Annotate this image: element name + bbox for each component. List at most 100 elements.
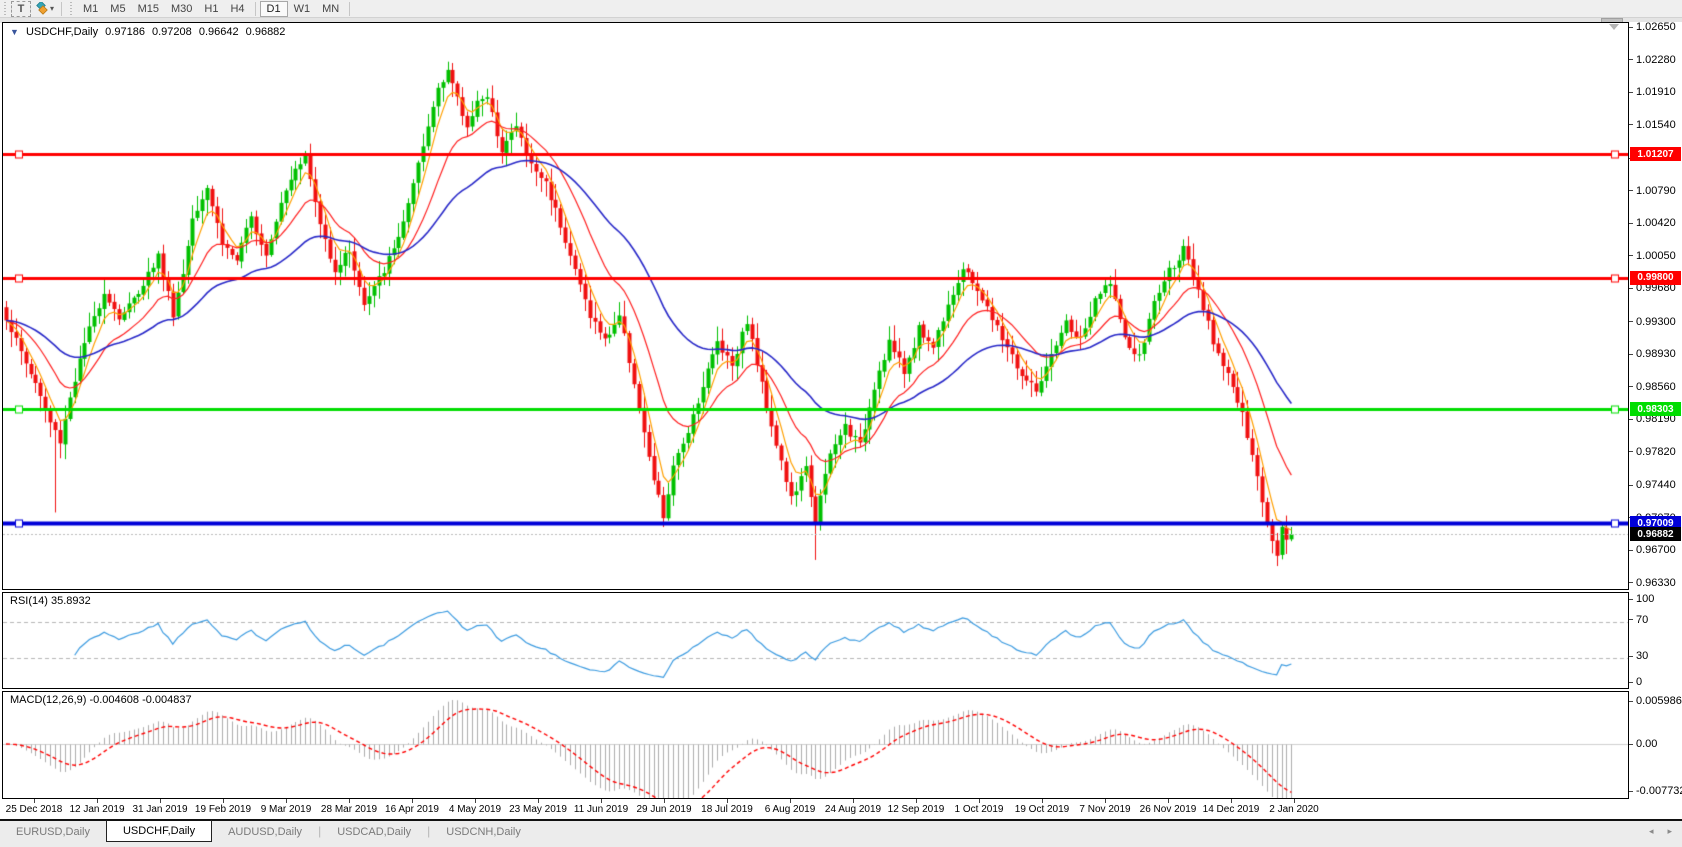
- price-axis-tick: [1629, 92, 1633, 93]
- chart-symbol-label: USDCHF,Daily: [25, 26, 99, 38]
- date-axis-tick: [1105, 799, 1106, 803]
- date-axis-tick: [979, 799, 980, 803]
- symbol-collapse-icon[interactable]: ▼: [10, 27, 19, 37]
- chart-tabs-bar: EURUSD,Daily USDCHF,Daily AUDUSD,Daily | USD…: [0, 819, 1682, 847]
- date-axis-label: 31 Jan 2019: [132, 804, 188, 815]
- date-axis-label: 7 Nov 2019: [1079, 804, 1131, 815]
- rsi-axis-tick: [1629, 656, 1633, 657]
- price-axis-tick: [1629, 451, 1633, 452]
- date-axis-label: 11 Jun 2019: [573, 804, 629, 815]
- macd-axis[interactable]: 0.005986 0.00 -0.007732: [1629, 691, 1682, 799]
- date-axis-tick: [1042, 799, 1043, 803]
- tab-scroll-left-icon[interactable]: ◂: [1648, 826, 1654, 836]
- toolbar-separator: [61, 1, 63, 16]
- rsi-axis-tick: [1629, 682, 1633, 683]
- level-price-badge: 0.97009: [1630, 516, 1681, 531]
- price-axis-tick: [1629, 419, 1633, 420]
- level-price-badge: 1.01207: [1630, 147, 1681, 162]
- rsi-panel: RSI(14) 35.8932: [2, 592, 1629, 689]
- chart-title: ▼ USDCHF,Daily 0.97186 0.97208 0.96642 0…: [10, 26, 289, 38]
- timeframe-button-m15[interactable]: M15: [137, 2, 159, 15]
- tab-scroll-right-icon[interactable]: ▸: [1667, 826, 1672, 836]
- price-axis-tick: [1629, 550, 1633, 551]
- date-axis-tick: [664, 799, 665, 803]
- date-axis-label: 29 Jun 2019: [636, 804, 692, 815]
- price-axis-label: 0.96330: [1636, 576, 1676, 589]
- date-axis-tick: [475, 799, 476, 803]
- date-axis-label: 2 Jan 2020: [1269, 804, 1319, 815]
- toolbar-grip[interactable]: [3, 1, 8, 16]
- tab-eurusd[interactable]: EURUSD,Daily: [16, 825, 90, 838]
- timeframe-button-m30[interactable]: M30: [170, 2, 193, 15]
- tab-separator: |: [427, 824, 431, 838]
- ohlc-close: 0.96882: [245, 26, 286, 38]
- tab-audusd[interactable]: AUDUSD,Daily: [228, 825, 303, 838]
- date-axis-label: 26 Nov 2019: [1139, 804, 1197, 815]
- tab-usdcnh[interactable]: USDCNH,Daily: [446, 825, 521, 838]
- macd-axis-label: -0.007732: [1636, 785, 1682, 797]
- chart-shift-marker[interactable]: [1609, 24, 1619, 30]
- level-price-badge: 0.98303: [1630, 402, 1681, 417]
- price-axis-label: 0.97440: [1636, 479, 1676, 492]
- ohlc-open: 0.97186: [105, 26, 145, 38]
- date-axis-label: 16 Apr 2019: [385, 804, 439, 815]
- tab-separator: |: [318, 824, 322, 838]
- tab-usdcad[interactable]: USDCAD,Daily: [337, 825, 412, 838]
- styles-icon: [36, 1, 48, 15]
- date-axis-tick: [790, 799, 791, 803]
- date-axis-label: 23 May 2019: [509, 804, 567, 815]
- date-axis-tick: [97, 799, 98, 803]
- timeframe-button-h1[interactable]: H1: [204, 2, 219, 15]
- date-axis-label: 4 May 2019: [448, 804, 502, 815]
- rsi-canvas[interactable]: [3, 593, 1628, 688]
- macd-canvas[interactable]: [3, 692, 1628, 798]
- macd-axis-tick: [1629, 701, 1633, 702]
- timeframe-button-m1[interactable]: M1: [83, 2, 99, 15]
- timeframe-button-mn[interactable]: MN: [322, 2, 340, 15]
- styles-dropdown-button[interactable]: ▾: [31, 1, 57, 17]
- price-chart-canvas[interactable]: [3, 23, 1628, 589]
- macd-axis-label: 0.00: [1636, 738, 1658, 750]
- timeframe-button-m5[interactable]: M5: [110, 2, 126, 15]
- date-axis-tick: [916, 799, 917, 803]
- date-axis-label: 18 Jul 2019: [701, 804, 753, 815]
- tab-usdchf[interactable]: USDCHF,Daily: [105, 819, 213, 842]
- tab-scroll-nav: ◂ ▸: [1649, 826, 1672, 837]
- rsi-axis-tick: [1629, 619, 1633, 620]
- price-axis-label: 1.00050: [1636, 249, 1676, 262]
- price-axis-tick: [1629, 255, 1633, 256]
- rsi-axis-label: 100: [1636, 593, 1655, 605]
- macd-panel: MACD(12,26,9) -0.004608 -0.004837: [2, 691, 1629, 799]
- price-axis-label: 0.99300: [1636, 315, 1676, 328]
- chevron-down-icon: ▾: [50, 4, 55, 13]
- price-axis-label: 1.00420: [1636, 217, 1676, 230]
- price-chart-panel: ▼ USDCHF,Daily 0.97186 0.97208 0.96642 0…: [2, 22, 1629, 590]
- date-axis-label: 12 Sep 2019: [887, 804, 945, 815]
- price-axis[interactable]: 1.026501.022801.019101.015401.011601.007…: [1629, 21, 1682, 590]
- price-axis-tick: [1629, 223, 1633, 224]
- rsi-axis[interactable]: 100 70 30 0: [1629, 592, 1682, 689]
- price-axis-label: 0.98560: [1636, 380, 1676, 393]
- timeframe-button-h4[interactable]: H4: [230, 2, 245, 15]
- date-axis-label: 28 Mar 2019: [320, 804, 378, 815]
- date-axis-label: 19 Oct 2019: [1014, 804, 1070, 815]
- text-tool-button[interactable]: T: [11, 0, 31, 17]
- price-axis-label: 0.98930: [1636, 348, 1676, 361]
- date-axis[interactable]: 25 Dec 2018 12 Jan 2019 31 Jan 2019 19 Feb …: [2, 799, 1629, 819]
- timeframe-button-d1[interactable]: D1: [259, 0, 288, 17]
- date-axis-tick: [160, 799, 161, 803]
- toolbar-grip[interactable]: [69, 1, 75, 16]
- ohlc-high: 0.97208: [152, 26, 192, 38]
- level-price-badge: 0.99800: [1630, 270, 1681, 285]
- date-axis-label: 12 Jan 2019: [69, 804, 125, 815]
- rsi-indicator-label: RSI(14) 35.8932: [10, 595, 91, 607]
- macd-indicator-label: MACD(12,26,9) -0.004608 -0.004837: [10, 694, 192, 706]
- timeframe-button-w1[interactable]: W1: [293, 2, 311, 15]
- date-axis-label: 19 Feb 2019: [194, 804, 252, 815]
- macd-axis-label: 0.005986: [1636, 695, 1682, 707]
- ohlc-low: 0.96642: [198, 26, 239, 38]
- macd-axis-tick: [1629, 744, 1633, 745]
- date-axis-tick: [601, 799, 602, 803]
- price-axis-label: 0.99680: [1636, 282, 1676, 295]
